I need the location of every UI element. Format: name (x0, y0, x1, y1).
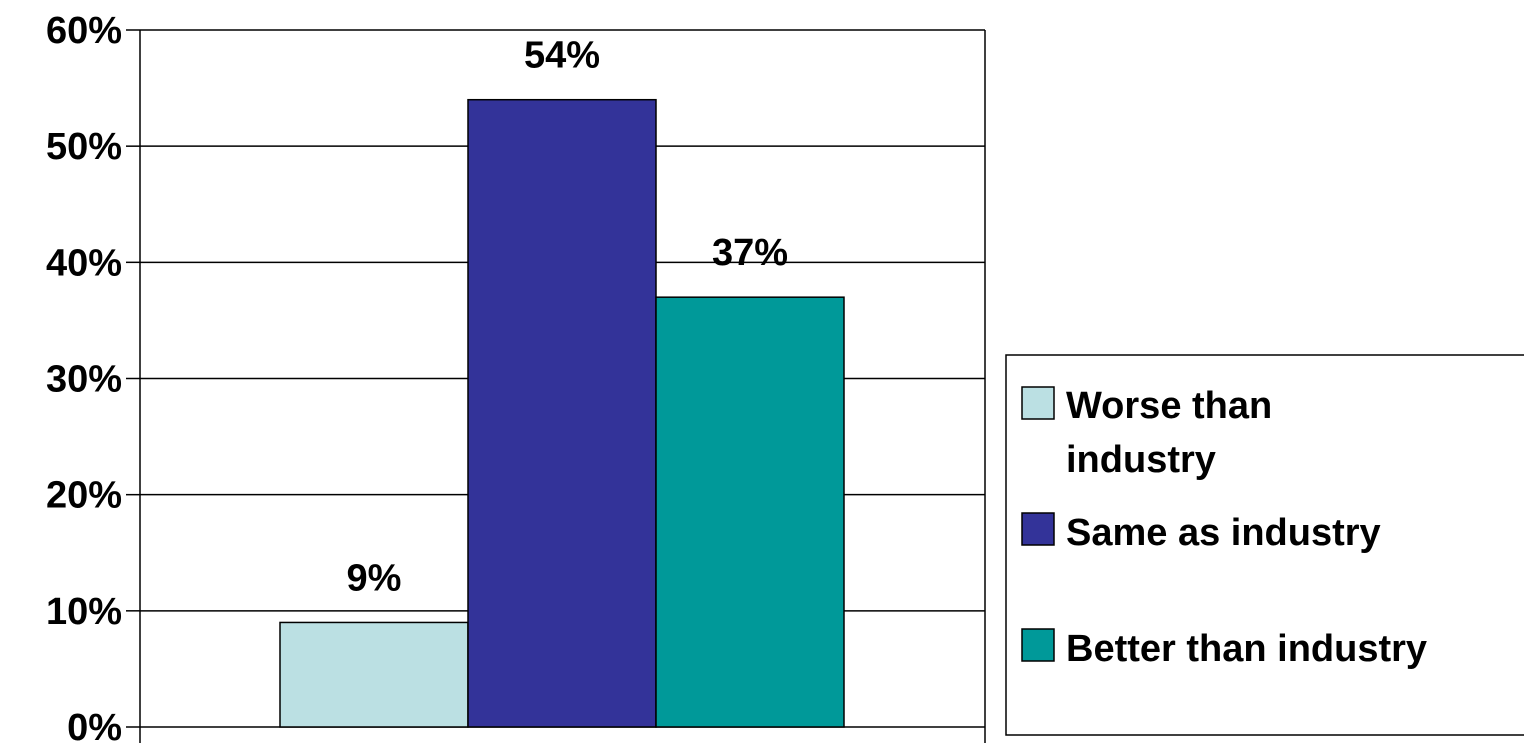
y-tick-label: 0% (67, 707, 122, 743)
bars (279, 98, 845, 728)
legend: Worse than industry Same as industry Better… (1005, 354, 1524, 736)
y-tick-label: 10% (46, 591, 122, 633)
bar-better-than-industry (655, 296, 845, 728)
y-tick-label: 40% (46, 242, 122, 284)
legend-box (1005, 354, 1524, 736)
legend-swatch (1021, 386, 1055, 420)
y-tick-label: 50% (46, 126, 122, 168)
y-tick-label: 30% (46, 359, 122, 401)
y-tick-label: 60% (46, 10, 122, 52)
y-tick-label: 20% (46, 475, 122, 517)
legend-label: Same as industry (1066, 512, 1381, 554)
y-axis-ticks: 0% 10% 20% 30% 40% 50% 60% (46, 10, 140, 743)
legend-swatch (1021, 628, 1055, 662)
data-label: 9% (347, 557, 402, 599)
data-label: 54% (524, 35, 600, 77)
legend-swatch (1021, 512, 1055, 546)
bar-same-as-industry (467, 98, 657, 728)
axes (139, 30, 986, 743)
legend-label: Better than industry (1066, 628, 1427, 670)
bar-worse-than-industry (279, 621, 469, 728)
data-labels: 9% 54% 37% (347, 35, 788, 600)
legend-label: Worse than industry (1066, 385, 1272, 481)
data-label: 37% (712, 232, 788, 274)
